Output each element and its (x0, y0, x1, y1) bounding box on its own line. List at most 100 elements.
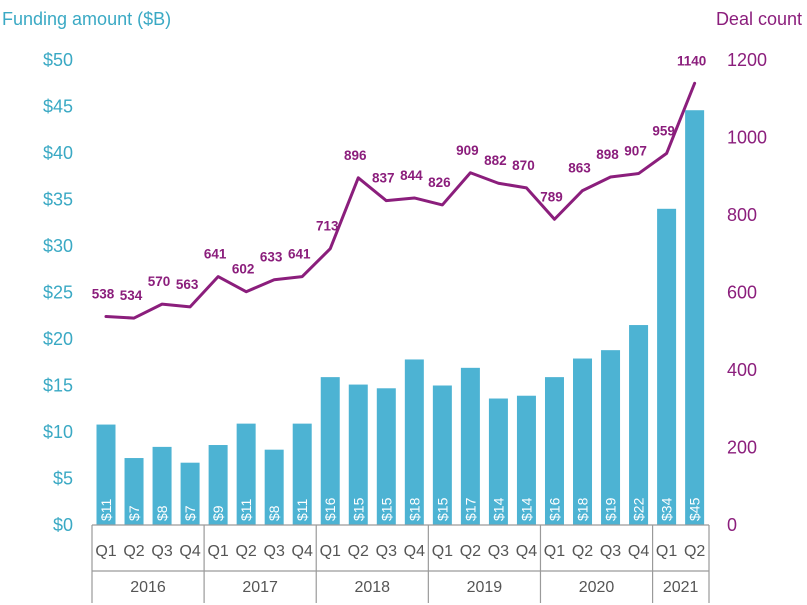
funding-bar (404, 359, 424, 525)
deal-count-label: 959 (652, 123, 675, 138)
funding-bar (629, 325, 649, 525)
year-label: 2021 (663, 579, 699, 596)
funding-bar-label: $16 (546, 497, 562, 521)
deal-count-label: 570 (148, 274, 171, 289)
quarter-label: Q4 (292, 543, 313, 560)
funding-bar-label: $15 (378, 497, 394, 521)
funding-bar (96, 424, 116, 525)
funding-bar-label: $18 (406, 497, 422, 521)
quarter-label: Q2 (684, 543, 705, 560)
funding-bar-label: $45 (687, 497, 703, 521)
year-label: 2018 (354, 579, 390, 596)
quarter-label: Q3 (264, 543, 285, 560)
funding-bar-label: $11 (294, 498, 310, 521)
funding-bar (180, 462, 200, 525)
funding-bar-label: $7 (182, 505, 198, 521)
funding-bar-label: $8 (154, 505, 170, 521)
deal-count-label: 898 (596, 147, 619, 162)
deal-count-label: 713 (316, 219, 339, 234)
left-tick-label: $25 (43, 283, 73, 303)
quarter-label: Q3 (376, 543, 397, 560)
right-tick-label: 1200 (727, 50, 767, 70)
right-tick-label: 0 (727, 515, 737, 535)
deal-count-label: 534 (120, 288, 143, 303)
right-tick-label: 600 (727, 283, 757, 303)
left-tick-label: $20 (43, 329, 73, 349)
funding-bar (264, 449, 284, 525)
quarter-label: Q1 (95, 543, 116, 560)
left-tick-label: $50 (43, 50, 73, 70)
deal-count-label: 870 (512, 158, 535, 173)
deal-count-label: 863 (568, 161, 591, 176)
funding-bar-label: $34 (659, 497, 675, 521)
left-tick-label: $10 (43, 422, 73, 442)
quarter-label: Q1 (320, 543, 341, 560)
deal-count-label: 837 (372, 171, 395, 186)
quarter-label: Q3 (151, 543, 172, 560)
quarter-label: Q2 (123, 543, 144, 560)
funding-bar (460, 367, 480, 525)
year-label: 2019 (467, 579, 503, 596)
funding-bar (573, 358, 593, 525)
quarter-label: Q1 (432, 543, 453, 560)
funding-bar-label: $17 (462, 497, 478, 521)
quarter-label: Q1 (544, 543, 565, 560)
quarter-label: Q4 (404, 543, 425, 560)
right-tick-label: 800 (727, 205, 757, 225)
deal-count-label: 789 (540, 189, 563, 204)
funding-bar (488, 398, 508, 525)
left-tick-label: $5 (53, 469, 73, 489)
funding-bar-label: $8 (266, 505, 282, 521)
right-tick-label: 200 (727, 438, 757, 458)
deal-count-line (104, 81, 697, 320)
funding-bar-labels: $11 $7 $8 $7 $9 $11 $8 $11 $16 $15 $15 $18 $15 $17 $14… (98, 497, 703, 521)
deal-count-label: 641 (204, 247, 227, 262)
quarter-label: Q4 (628, 543, 649, 560)
deal-count-label: 602 (232, 262, 255, 277)
left-tick-label: $35 (43, 190, 73, 210)
funding-bar (376, 388, 396, 525)
funding-bar (432, 385, 452, 525)
quarter-label: Q3 (600, 543, 621, 560)
quarter-label: Q4 (179, 543, 200, 560)
category-axis: Q1 Q2 Q3 Q4 Q1 Q2 Q3 Q4 Q1 Q2 Q3 Q4 Q1 Q2 Q3 Q4 Q1 Q2 Q3 Q4… (91, 524, 710, 603)
year-label: 2016 (130, 579, 166, 596)
deal-count-label: 538 (92, 287, 115, 302)
left-axis-title: Funding amount ($B) (2, 9, 171, 29)
deal-count-label: 641 (288, 247, 311, 262)
funding-bars (96, 110, 705, 526)
funding-bar-label: $15 (434, 497, 450, 521)
deal-count-label: 633 (260, 250, 283, 265)
funding-bar-label: $19 (603, 497, 619, 521)
funding-bar (348, 384, 368, 525)
deal-count-label: 1140 (677, 53, 706, 68)
quarter-label: Q2 (235, 543, 256, 560)
funding-bar (516, 395, 536, 525)
quarter-label: Q3 (488, 543, 509, 560)
funding-bar (685, 110, 705, 525)
funding-bar (236, 423, 256, 525)
left-tick-label: $15 (43, 376, 73, 396)
right-tick-label: 400 (727, 360, 757, 380)
funding-bar-label: $11 (98, 498, 114, 521)
year-label: 2017 (242, 579, 278, 596)
quarter-label: Q1 (207, 543, 228, 560)
funding-bar (657, 208, 677, 526)
quarter-label: Q2 (460, 543, 481, 560)
deal-count-label: 907 (624, 144, 647, 159)
funding-bar-label: $18 (575, 497, 591, 521)
funding-bar (208, 445, 228, 525)
funding-bar-label: $11 (238, 498, 254, 521)
funding-bar (292, 423, 312, 525)
funding-bar (152, 446, 172, 525)
left-axis: $0 $5 $10 $15 $20 $25 $30 $35 $40 $45 $50 (43, 50, 73, 535)
funding-bar-label: $15 (350, 497, 366, 521)
funding-bar-label: $14 (490, 497, 506, 521)
left-tick-label: $0 (53, 515, 73, 535)
funding-bar (320, 377, 340, 525)
funding-bar-label: $16 (322, 497, 338, 521)
right-axis: 0 200 400 600 800 1000 1200 (727, 50, 767, 535)
funding-bar-label: $9 (210, 505, 226, 521)
deal-count-labels: 538 534 570 563 641 602 633 641 713 896 837 844 826 9… (92, 53, 707, 303)
